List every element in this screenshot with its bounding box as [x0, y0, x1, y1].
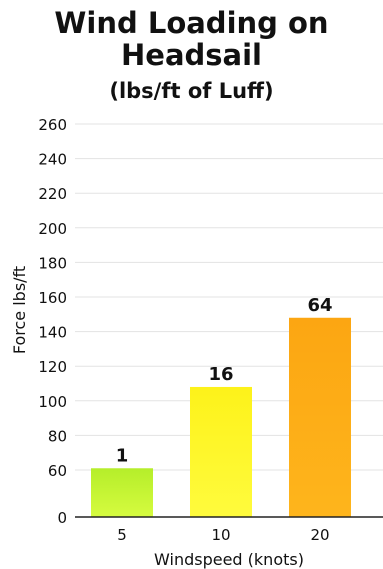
x-axis-label: Windspeed (knots) [154, 550, 304, 569]
chart-title-line-2: Headsail [121, 38, 262, 72]
bars [91, 317, 351, 517]
y-tick-label: 160 [38, 289, 67, 307]
y-tick-label: 240 [38, 151, 67, 169]
y-axis-ticks: 0 60 80 100 120 140 160 180 200 220 240 260 [38, 116, 67, 527]
x-tick-label: 10 [211, 526, 230, 544]
bar-20 [289, 317, 351, 517]
y-tick-label: 140 [38, 324, 67, 342]
y-tick-label: 80 [48, 427, 67, 445]
y-tick-label: 200 [38, 220, 67, 238]
y-tick-label: 180 [38, 254, 67, 272]
chart-title-line-1: Wind Loading on [54, 6, 329, 40]
bar-value-labels: 11664256 [116, 295, 333, 467]
chart-subtitle: (lbs/ft of Luff) [109, 79, 274, 103]
x-axis-ticks: 5102040 [117, 526, 329, 544]
bar-value-label: 64 [307, 295, 332, 316]
y-axis-label: Force lbs/ft [10, 266, 29, 354]
bar-5 [91, 468, 153, 517]
bar-10 [190, 386, 252, 517]
x-tick-label: 20 [310, 526, 329, 544]
y-tick-label: 220 [38, 185, 67, 203]
y-tick-label: 100 [38, 393, 67, 411]
y-tick-label: 120 [38, 358, 67, 376]
bar-value-label: 1 [116, 445, 129, 466]
y-tick-label: 0 [57, 509, 67, 527]
x-tick-label: 5 [117, 526, 127, 544]
bar-value-label: 16 [208, 364, 233, 385]
y-tick-label: 260 [38, 116, 67, 134]
y-tick-label: 60 [48, 462, 67, 480]
